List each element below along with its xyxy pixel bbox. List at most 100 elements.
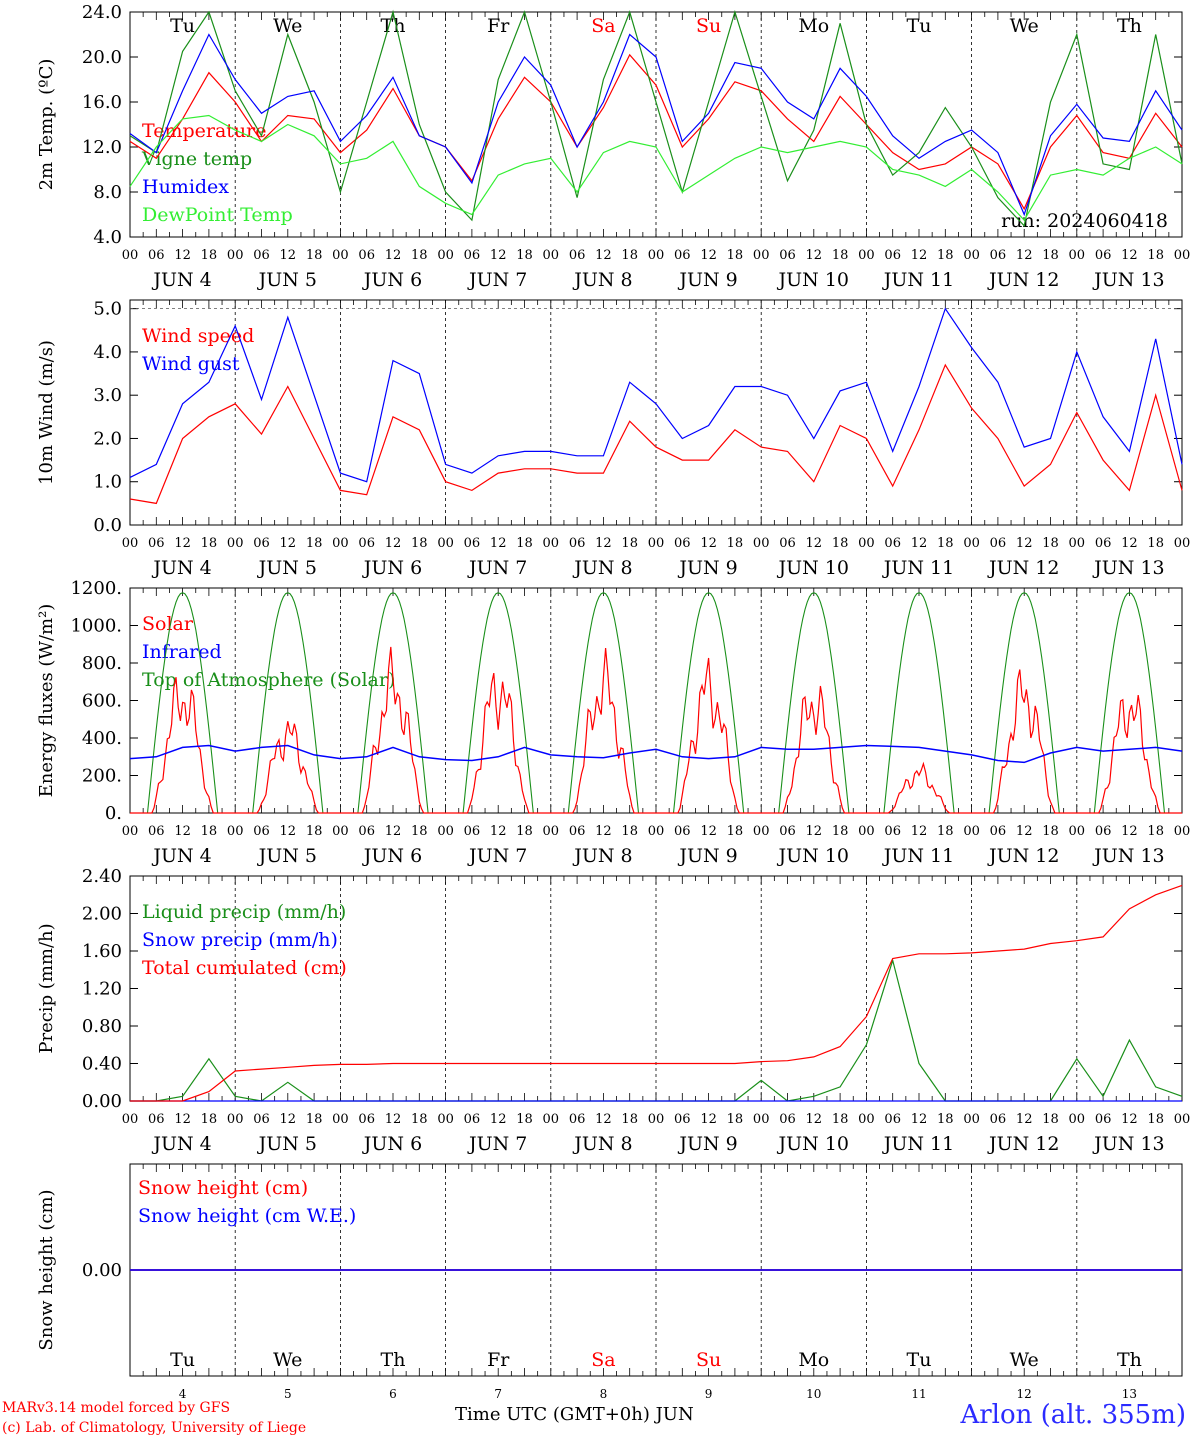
y-tick-label: 600.: [82, 691, 122, 712]
x-day-label: JUN 4: [151, 845, 211, 867]
y-tick-label: 1.20: [82, 979, 122, 1000]
x-hour-label: 12: [1121, 824, 1138, 839]
x-hour-label: 00: [858, 536, 875, 551]
x-hour-label: 18: [1042, 824, 1059, 839]
x-hour-label: 12: [490, 1112, 507, 1127]
x-hour-label: 06: [674, 824, 691, 839]
x-hour-label: 18: [516, 248, 533, 263]
y-axis-label: 10m Wind (m/s): [36, 340, 57, 485]
y-tick-label: 0.: [105, 803, 122, 824]
x-hour-label: 06: [464, 824, 481, 839]
x-day-label: JUN 12: [987, 845, 1059, 867]
series-liquid-precip-mm-h-: [130, 958, 1183, 1102]
y-tick-label: 200.: [82, 766, 122, 787]
x-hour-label: 12: [700, 248, 717, 263]
day-number-label: 9: [705, 1387, 713, 1401]
series-wind-speed: [129, 363, 1183, 505]
legend-humidex: Humidex: [142, 176, 229, 198]
x-hour-label: 06: [253, 536, 270, 551]
x-day-label: JUN 12: [987, 269, 1059, 291]
y-tick-label: 16.0: [82, 92, 122, 113]
x-hour-label: 12: [385, 824, 402, 839]
x-hour-label: 06: [253, 248, 270, 263]
x-hour-label: 00: [227, 536, 244, 551]
x-hour-label: 00: [543, 248, 560, 263]
x-day-label: JUN 5: [257, 557, 317, 579]
weekday-label: Th: [1117, 15, 1142, 37]
x-hour-label: 12: [700, 1112, 717, 1127]
x-day-label: JUN 10: [777, 269, 849, 291]
x-hour-label: 12: [1121, 536, 1138, 551]
x-hour-label: 18: [516, 1112, 533, 1127]
y-tick-label: 2.40: [82, 866, 122, 887]
legend-dewpoint-temp: DewPoint Temp: [142, 204, 293, 226]
x-hour-label: 18: [201, 824, 218, 839]
x-hour-label: 12: [700, 824, 717, 839]
x-hour-label: 12: [595, 536, 612, 551]
x-hour-label: 00: [437, 1112, 454, 1127]
x-hour-label: 00: [648, 1112, 665, 1127]
y-tick-label: 2.0: [93, 428, 122, 449]
x-hour-label: 18: [621, 536, 638, 551]
day-number-label: 12: [1017, 1387, 1032, 1401]
x-hour-label: 06: [569, 248, 586, 263]
y-axis-label: Snow height (cm): [36, 1189, 57, 1350]
y-tick-label: 1200.: [70, 578, 122, 599]
x-hour-label: 00: [1174, 824, 1191, 839]
x-hour-label: 18: [1147, 824, 1164, 839]
x-hour-label: 00: [1174, 536, 1191, 551]
x-hour-label: 18: [201, 248, 218, 263]
x-hour-label: 06: [148, 248, 165, 263]
x-day-label: JUN 9: [677, 1133, 737, 1155]
x-day-label: JUN 6: [362, 1133, 422, 1155]
x-hour-label: 00: [332, 1112, 349, 1127]
legend-solar: Solar: [142, 613, 194, 635]
x-hour-label: 18: [411, 824, 428, 839]
x-day-label: JUN 12: [987, 1133, 1059, 1155]
x-hour-label: 06: [990, 824, 1007, 839]
x-day-label: JUN 13: [1092, 1133, 1164, 1155]
x-hour-label: 18: [1147, 248, 1164, 263]
x-hour-label: 12: [806, 824, 823, 839]
x-day-label: JUN 13: [1092, 845, 1164, 867]
x-hour-label: 06: [358, 536, 375, 551]
x-day-label: JUN 10: [777, 557, 849, 579]
day-number-label: 13: [1122, 1387, 1137, 1401]
x-hour-label: 18: [516, 824, 533, 839]
x-hour-label: 12: [490, 536, 507, 551]
x-hour-label: 00: [648, 824, 665, 839]
x-hour-label: 06: [148, 824, 165, 839]
station-name: Arlon (alt. 355m): [960, 1400, 1186, 1430]
x-hour-label: 06: [884, 824, 901, 839]
x-hour-label: 12: [1016, 248, 1033, 263]
model-credit: MARv3.14 model forced by GFS: [2, 1400, 231, 1416]
x-hour-label: 00: [122, 824, 139, 839]
x-hour-label: 06: [569, 536, 586, 551]
x-hour-label: 06: [674, 248, 691, 263]
y-tick-label: 5.0: [93, 299, 122, 320]
y-axis-label: Energy fluxes (W/m²): [36, 604, 57, 798]
x-hour-label: 12: [911, 248, 928, 263]
x-hour-label: 00: [122, 1112, 139, 1127]
x-hour-label: 00: [858, 1112, 875, 1127]
x-hour-label: 18: [937, 824, 954, 839]
x-hour-label: 12: [174, 1112, 191, 1127]
x-hour-label: 12: [490, 248, 507, 263]
x-hour-label: 12: [806, 1112, 823, 1127]
x-hour-label: 00: [858, 248, 875, 263]
x-hour-label: 06: [779, 536, 796, 551]
x-hour-label: 00: [1069, 824, 1086, 839]
x-hour-label: 12: [385, 248, 402, 263]
plot-frame: [129, 299, 1183, 526]
x-day-label: JUN 13: [1092, 269, 1164, 291]
weekday-label: Th: [1117, 1349, 1142, 1371]
x-day-label: JUN 5: [257, 1133, 317, 1155]
x-hour-label: 00: [437, 536, 454, 551]
weekday-label: Tu: [907, 15, 932, 37]
weekday-label: Mo: [798, 1349, 829, 1371]
x-hour-label: 06: [1095, 536, 1112, 551]
x-hour-label: 18: [1042, 536, 1059, 551]
series-wind-gust: [129, 307, 1183, 483]
y-tick-label: 0.00: [82, 1091, 122, 1112]
weekday-label: Sa: [591, 1349, 615, 1371]
